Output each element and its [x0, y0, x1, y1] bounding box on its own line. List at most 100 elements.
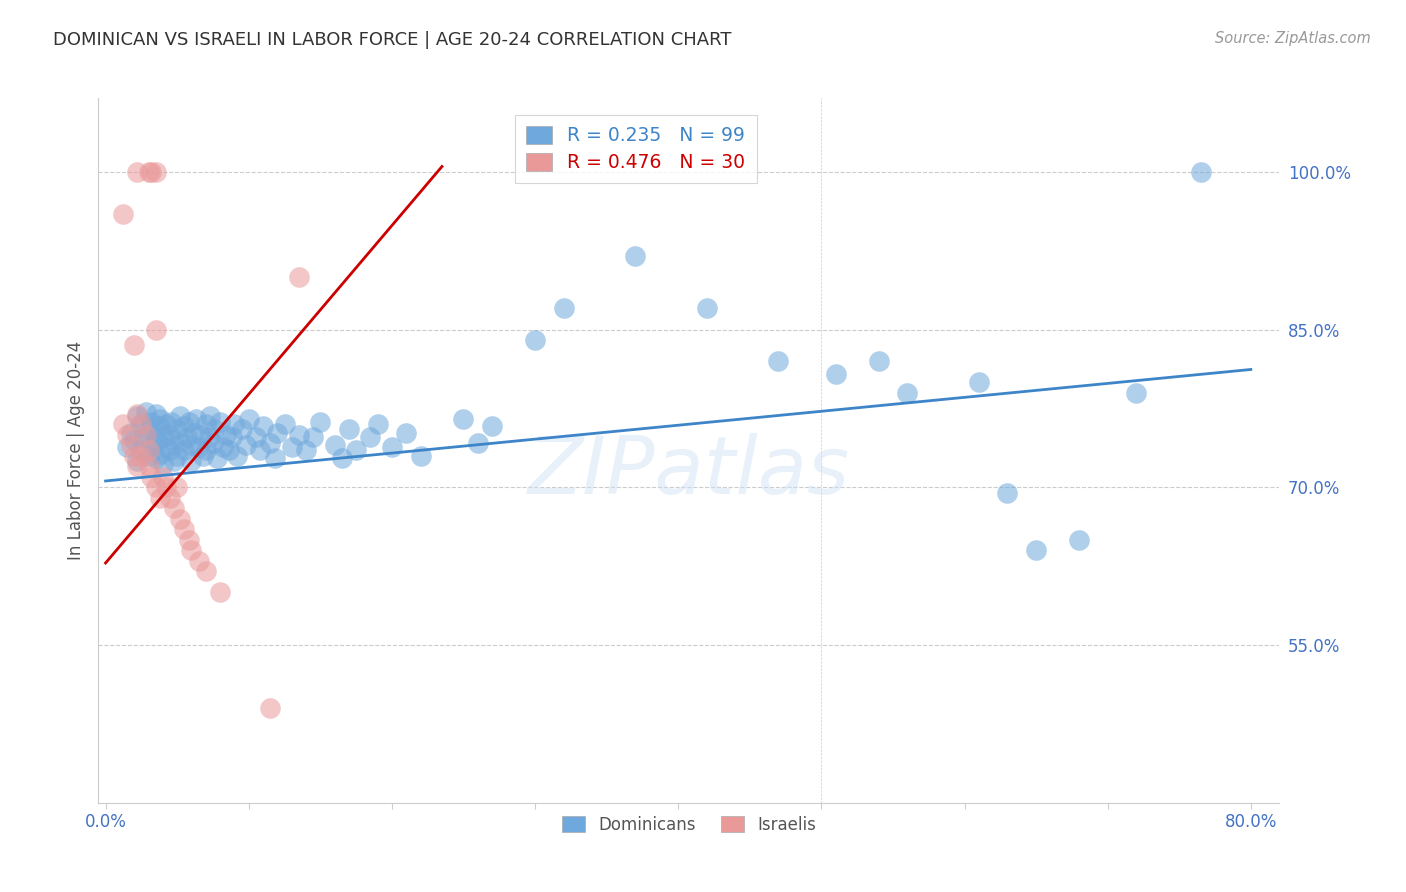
Point — [1189, 165, 1212, 179]
Point — [125, 409, 148, 423]
Point — [259, 701, 281, 715]
Point — [481, 419, 503, 434]
Point — [148, 419, 170, 434]
Point — [249, 443, 271, 458]
Point — [197, 430, 219, 444]
Point — [176, 430, 198, 444]
Point — [235, 438, 257, 452]
Point — [125, 454, 148, 468]
Point — [142, 438, 165, 452]
Point — [183, 425, 205, 440]
Point — [143, 427, 166, 442]
Point — [131, 417, 153, 432]
Point — [145, 165, 167, 179]
Point — [138, 165, 160, 179]
Point — [120, 438, 142, 452]
Point — [696, 301, 718, 316]
Point — [170, 436, 193, 450]
Point — [138, 459, 160, 474]
Point — [215, 427, 238, 442]
Point — [302, 430, 325, 444]
Point — [280, 440, 302, 454]
Point — [273, 417, 295, 432]
Point — [367, 417, 389, 432]
Point — [131, 449, 153, 463]
Point — [221, 430, 243, 444]
Point — [768, 354, 790, 368]
Point — [162, 433, 184, 447]
Point — [138, 449, 160, 463]
Point — [190, 427, 212, 442]
Point — [201, 436, 224, 450]
Point — [145, 480, 167, 494]
Point — [288, 269, 311, 284]
Point — [166, 449, 188, 463]
Point — [180, 454, 202, 468]
Point — [166, 480, 188, 494]
Point — [169, 512, 191, 526]
Point — [180, 543, 202, 558]
Point — [138, 443, 160, 458]
Legend: Dominicans, Israelis: Dominicans, Israelis — [555, 809, 823, 840]
Point — [323, 438, 346, 452]
Point — [125, 165, 148, 179]
Point — [218, 443, 240, 458]
Point — [152, 430, 174, 444]
Point — [212, 440, 235, 454]
Point — [381, 440, 404, 454]
Point — [163, 454, 186, 468]
Point — [152, 469, 174, 483]
Point — [997, 485, 1019, 500]
Point — [157, 427, 180, 442]
Point — [1025, 543, 1047, 558]
Point — [141, 415, 163, 429]
Point — [824, 367, 846, 381]
Point — [524, 333, 547, 347]
Point — [226, 449, 249, 463]
Point — [288, 427, 311, 442]
Point — [359, 430, 381, 444]
Point — [122, 449, 145, 463]
Point — [159, 443, 181, 458]
Point — [173, 443, 195, 458]
Y-axis label: In Labor Force | Age 20-24: In Labor Force | Age 20-24 — [66, 341, 84, 560]
Point — [145, 407, 167, 421]
Point — [295, 443, 318, 458]
Text: ZIPatlas: ZIPatlas — [527, 433, 851, 510]
Point — [231, 422, 253, 436]
Point — [177, 415, 200, 429]
Point — [155, 417, 177, 432]
Point — [202, 422, 225, 436]
Point — [245, 430, 267, 444]
Point — [131, 443, 153, 458]
Point — [177, 533, 200, 547]
Point — [194, 565, 217, 579]
Point — [453, 412, 475, 426]
Point — [1067, 533, 1090, 547]
Point — [169, 409, 191, 423]
Point — [111, 417, 134, 432]
Text: DOMINICAN VS ISRAELI IN LABOR FORCE | AGE 20-24 CORRELATION CHART: DOMINICAN VS ISRAELI IN LABOR FORCE | AG… — [53, 31, 733, 49]
Point — [125, 459, 148, 474]
Point — [238, 412, 260, 426]
Point — [252, 419, 274, 434]
Point — [187, 440, 209, 454]
Point — [624, 249, 647, 263]
Point — [409, 449, 432, 463]
Point — [309, 415, 332, 429]
Point — [111, 207, 134, 221]
Point — [224, 417, 246, 432]
Point — [122, 433, 145, 447]
Point — [149, 491, 172, 505]
Point — [1125, 385, 1147, 400]
Point — [146, 434, 169, 448]
Point — [115, 427, 138, 442]
Point — [166, 422, 188, 436]
Point — [266, 425, 288, 440]
Point — [184, 412, 207, 426]
Point — [467, 436, 489, 450]
Point — [145, 450, 167, 465]
Point — [152, 457, 174, 471]
Point — [896, 385, 918, 400]
Point — [337, 422, 360, 436]
